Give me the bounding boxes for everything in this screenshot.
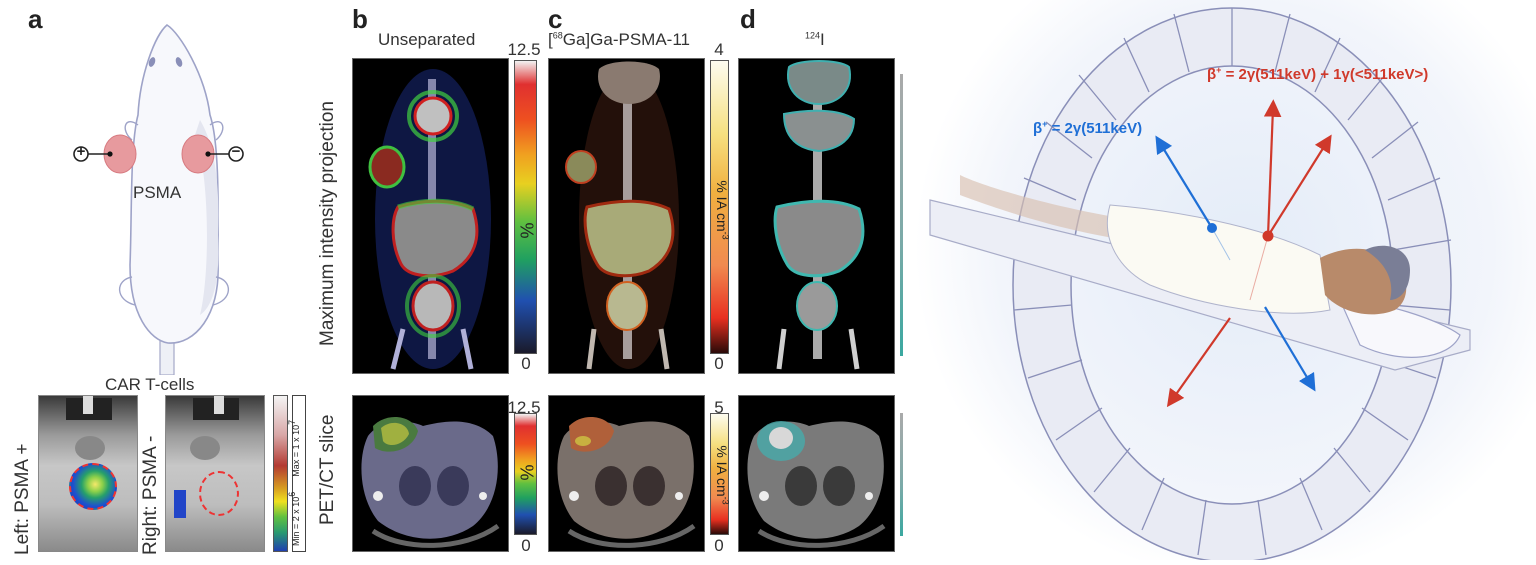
b-mip-cbar-min: 0 <box>521 354 531 373</box>
b-mip-colorbar <box>514 60 537 354</box>
psma-label: PSMA <box>133 183 182 202</box>
c-slice-cbar-unit: % IA cm-3 <box>714 445 731 505</box>
c-slice-cbar-min: 0 <box>714 536 724 555</box>
row-label-pet-ct-slice: PET/CT slice <box>317 414 338 525</box>
patient <box>960 175 1410 315</box>
red-annihilation-point <box>1262 230 1274 242</box>
mip-image-i124 <box>738 58 895 374</box>
c-mip-colorbar <box>710 60 729 354</box>
panel-d-letter: d <box>740 4 756 34</box>
left-psma-positive-label: Left: PSMA + <box>12 443 33 555</box>
panel-c-title: [68Ga]Ga-PSMA-11 <box>548 30 690 49</box>
c-slice-colorbar <box>710 413 729 535</box>
bli-colorbar-label-box: Min = 2 x 106 Max = 1 x 107 <box>287 395 306 552</box>
b-slice-colorbar <box>514 413 537 535</box>
b-mip-cbar-unit: % <box>516 222 537 239</box>
b-slice-cbar-unit: % <box>516 464 537 481</box>
blue-formula: β+ = 2γ(511keV) <box>1033 119 1143 138</box>
right-psma-negative-label: Right: PSMA - <box>140 435 161 555</box>
bli-image-psma-positive <box>38 395 138 552</box>
mip-image-unseparated <box>352 58 509 374</box>
bli-image-psma-negative <box>165 395 265 552</box>
c-slice-cbar-max: 5 <box>714 398 724 417</box>
c-mip-cbar-unit: % IA cm-3 <box>714 180 731 240</box>
minus-icon: − <box>231 143 241 160</box>
b-slice-cbar-max: 12.5 <box>507 398 541 417</box>
d-mip-colorbar <box>900 74 903 356</box>
slice-image-ga68 <box>548 395 705 552</box>
slice-image-unseparated <box>352 395 509 552</box>
panel-b-title: Unseparated <box>378 30 476 49</box>
plus-icon: + <box>76 143 86 160</box>
car-tcells-label: CAR T-cells <box>105 375 195 394</box>
panel-d-title: 124I <box>805 30 825 49</box>
bli-max-label: Max = 1 x 10 <box>291 424 301 477</box>
pet-scanner-diagram: β+ = 2γ(511keV) β+ = 2γ(511keV) + 1γ(<51… <box>905 0 1536 563</box>
row-label-mip: Maximum intensity projection <box>317 101 338 346</box>
panel-a-letter: a <box>28 4 43 34</box>
c-mip-cbar-max: 4 <box>714 40 724 59</box>
c-mip-cbar-min: 0 <box>714 354 724 373</box>
slice-image-i124 <box>738 395 895 552</box>
b-mip-cbar-max: 12.5 <box>507 40 541 59</box>
bli-signal <box>69 463 117 510</box>
detector-ring <box>1012 7 1452 563</box>
blue-annihilation-point <box>1207 223 1217 233</box>
red-formula: β+ = 2γ(511keV) + 1γ(<511keV>) <box>1207 65 1429 84</box>
panel-b-letter: b <box>352 4 368 34</box>
panel-c-letter: c <box>548 4 563 34</box>
d-slice-colorbar <box>900 413 903 536</box>
b-slice-cbar-min: 0 <box>521 536 531 555</box>
mip-image-ga68 <box>548 58 705 374</box>
bli-colorbar <box>273 395 288 552</box>
mouse-illustration <box>73 24 244 375</box>
bli-min-label: Min = 2 x 10 <box>291 496 301 546</box>
